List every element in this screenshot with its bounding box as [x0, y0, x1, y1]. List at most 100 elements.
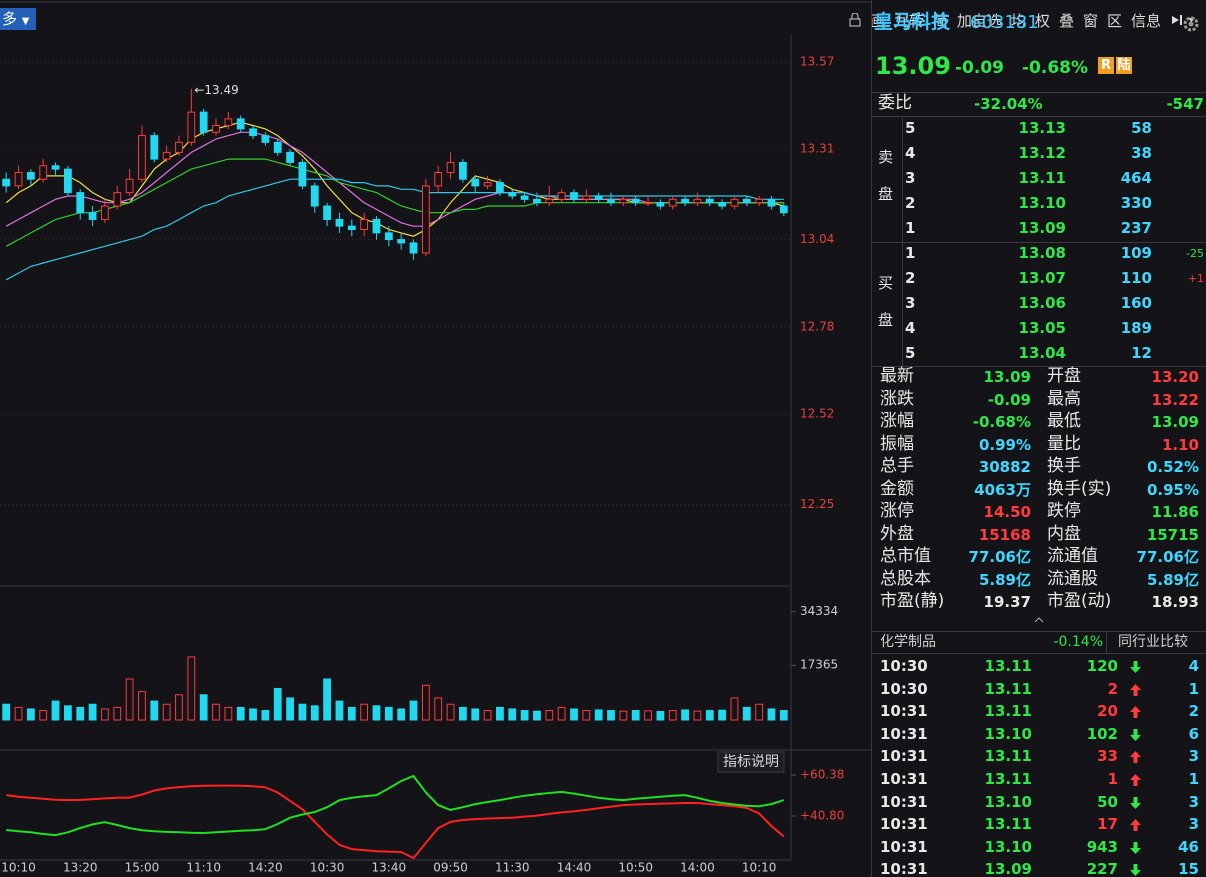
- annotation: ←13.49: [194, 83, 238, 97]
- volume-bar: [594, 709, 603, 721]
- volume-bar: [360, 703, 369, 721]
- volume-bar: [150, 700, 159, 721]
- candle-body: [644, 202, 652, 205]
- volume-bar: [644, 710, 652, 721]
- indicator-note[interactable]: 指标说明: [723, 754, 779, 770]
- trade-time: 10:31: [880, 724, 928, 743]
- x-tick-label: 11:10: [186, 861, 221, 875]
- volume-bar: [421, 684, 430, 721]
- trade-count: 46: [1178, 837, 1199, 856]
- toolbar-item[interactable]: 加自选: [956, 11, 1002, 30]
- price-change-pct: -0.68%: [1022, 58, 1089, 78]
- volume-bar: [249, 708, 257, 721]
- book-delta: +1: [1187, 272, 1204, 285]
- book-level: 3: [905, 294, 916, 312]
- candle-body: [533, 198, 541, 204]
- trade-arrow: [1130, 774, 1141, 786]
- volume-bar: [471, 708, 480, 721]
- trade-count: 2: [1188, 702, 1199, 721]
- trade-arrow: [1130, 841, 1141, 854]
- candle-body: [730, 198, 739, 207]
- trade-arrow: [1130, 661, 1141, 673]
- stat-value: -0.68%: [972, 413, 1031, 431]
- divider: [1106, 631, 1107, 653]
- candle-body: [76, 192, 85, 214]
- stat-value: 0.95%: [1146, 480, 1199, 499]
- indicator-line: [6, 784, 785, 860]
- trade-volume: 102: [1086, 724, 1118, 743]
- candle-body: [582, 195, 591, 200]
- menu-caret: ▼: [21, 16, 30, 27]
- trade-count: 1: [1188, 679, 1199, 698]
- toolbar-item[interactable]: 窗: [1082, 11, 1098, 30]
- volume-bar: [693, 710, 702, 721]
- volume-bar: [779, 710, 788, 721]
- volume-bar: [212, 703, 220, 721]
- toolbar-item[interactable]: 区: [1106, 11, 1122, 30]
- candle-body: [557, 192, 566, 200]
- trade-time: 10:31: [880, 792, 928, 811]
- x-tick-label: 10:10: [1, 861, 36, 875]
- trade-arrow: [1130, 819, 1141, 832]
- book-volume: 12: [1131, 344, 1152, 362]
- side-label: 盘: [878, 185, 894, 203]
- ma-line: [5, 178, 784, 281]
- menu-button[interactable]: 多 ▼: [0, 8, 36, 30]
- volume-bar: [545, 710, 554, 721]
- volume-bar: [51, 700, 60, 721]
- volume-bar: [113, 706, 122, 721]
- industry-compare[interactable]: 同行业比较: [1118, 634, 1188, 650]
- volume-bar: [520, 710, 529, 721]
- collapse-icon[interactable]: [1034, 617, 1044, 623]
- book-volume: 109: [1120, 244, 1152, 262]
- candle-body: [705, 198, 714, 204]
- ratio-diff: -547: [1166, 95, 1204, 113]
- trade-arrow: [1130, 751, 1141, 764]
- volume-bar: [138, 691, 146, 721]
- trade-time: 10:30: [880, 657, 928, 675]
- toolbar-item[interactable]: 信息: [1130, 11, 1161, 30]
- candle-body: [619, 198, 628, 204]
- volume-bar: [718, 709, 727, 721]
- volume-bar: [88, 703, 97, 721]
- stock-name: 皇马科技: [874, 11, 951, 33]
- toolbar-item[interactable]: 权: [1034, 11, 1050, 30]
- trade-count: 15: [1178, 860, 1199, 877]
- book-price: 13.04: [1018, 344, 1066, 362]
- volume-bar: [397, 708, 406, 721]
- settings-icon[interactable]: [1182, 15, 1200, 33]
- y-tick-label: 34334: [800, 604, 838, 618]
- book-volume: 58: [1131, 119, 1152, 137]
- toolbar-item[interactable]: 画: [869, 11, 885, 30]
- book-volume: 160: [1120, 294, 1152, 312]
- volume-bar: [681, 709, 689, 721]
- trade-price: 13.11: [984, 770, 1032, 788]
- x-tick-label: 14:00: [680, 861, 715, 875]
- toolbar-item[interactable]: 均: [1010, 11, 1026, 30]
- candle-body: [718, 202, 727, 207]
- volume-bar: [14, 706, 23, 721]
- candle-body: [458, 161, 467, 180]
- stat-label: 最新: [880, 366, 914, 386]
- lock-icon[interactable]: [849, 13, 861, 27]
- volume-bar: [755, 703, 764, 721]
- x-tick-label: 09:50: [433, 861, 468, 875]
- trade-price: 13.11: [984, 815, 1032, 834]
- divider: [872, 242, 1206, 243]
- divider: [872, 631, 1206, 632]
- candle-body: [2, 178, 11, 187]
- divider: [872, 116, 1206, 117]
- candle-body: [298, 161, 307, 187]
- book-level: 1: [905, 244, 916, 262]
- y-tick-label: 12.52: [800, 406, 834, 420]
- book-volume: 110: [1120, 269, 1152, 287]
- candle-body: [63, 168, 72, 194]
- y-tick-label: +60.38: [800, 767, 844, 781]
- toolbar-item[interactable]: 九转: [893, 11, 924, 30]
- book-delta: -25: [1186, 247, 1204, 260]
- toolbar-item[interactable]: 简: [932, 11, 948, 30]
- volume-bar: [384, 706, 393, 721]
- candle-body: [335, 218, 344, 227]
- candle-body: [212, 125, 220, 133]
- toolbar-item[interactable]: 叠: [1058, 11, 1074, 30]
